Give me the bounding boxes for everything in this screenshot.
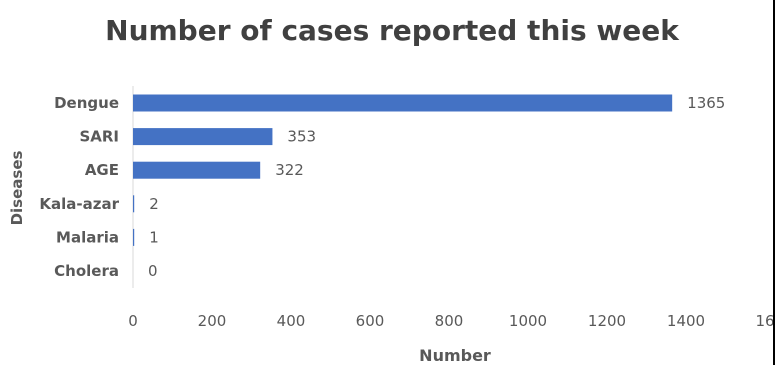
bar [133,195,135,213]
x-tick-label: 600 [356,312,385,330]
chart-title: Number of cases reported this week [105,14,680,47]
category-label: Malaria [56,228,119,246]
data-label: 1 [149,228,159,246]
x-tick-label: 0 [128,312,138,330]
x-tick-label: 1400 [667,312,705,330]
x-tick-label: 200 [198,312,227,330]
data-label: 353 [287,128,316,146]
data-label: 2 [149,195,159,213]
data-label: 1365 [687,94,725,112]
category-label: Dengue [54,94,119,112]
category-label: SARI [79,128,119,146]
window-edge [773,0,775,365]
bar [133,161,261,179]
x-tick-label: 1000 [509,312,547,330]
bar [133,228,135,246]
bar [133,94,673,112]
category-label: AGE [85,161,119,179]
data-label: 322 [275,161,304,179]
y-axis-title: Diseases [8,151,26,226]
data-label: 0 [148,262,158,280]
x-axis-title: Number [419,346,491,365]
category-label: Kala-azar [39,195,119,213]
x-tick-label: 16 [755,312,774,330]
x-tick-label: 800 [435,312,464,330]
x-tick-label: 1200 [588,312,626,330]
x-tick-label: 400 [277,312,306,330]
bar [133,128,273,146]
category-label: Cholera [54,262,119,280]
chart-marks: Dengue 1365 SARI 353 AGE 322 Kala-azar 2 Malaria… [39,94,774,330]
